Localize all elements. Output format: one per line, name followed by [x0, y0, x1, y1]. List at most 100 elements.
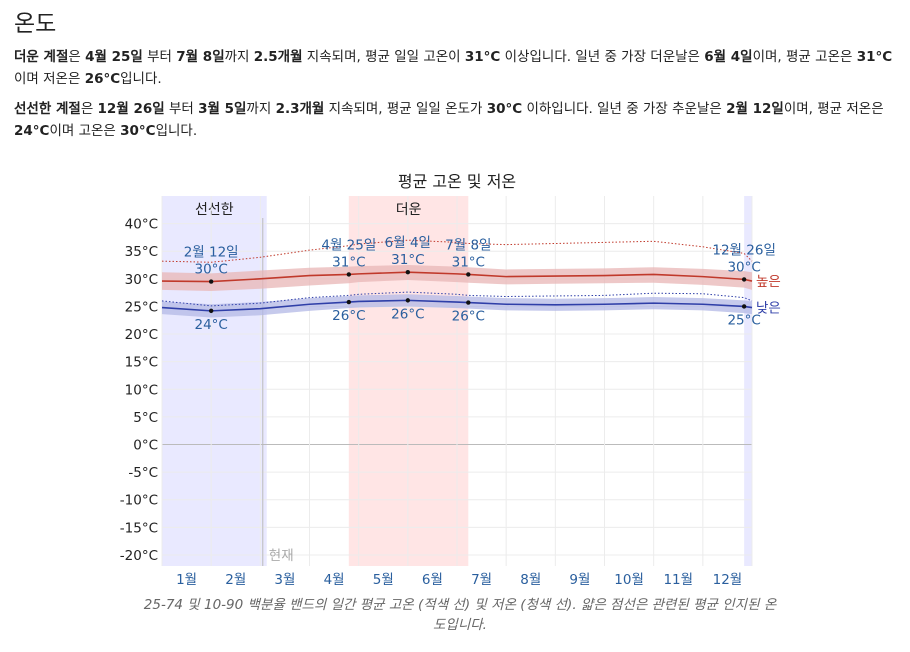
- season-label: 더운: [396, 202, 422, 218]
- y-tick-label: 40°C: [125, 217, 158, 233]
- x-tick-label: 6월: [422, 572, 443, 588]
- x-tick-label: 7월: [471, 572, 492, 588]
- paragraph-run: 부터: [142, 49, 177, 65]
- paragraph-run: 지속되며, 평균 일일 고온이: [302, 49, 465, 65]
- annotation-point: [208, 308, 214, 314]
- paragraph-run: 이며, 평균 저온은: [783, 101, 884, 117]
- paragraph-run: 2월 12일: [726, 101, 784, 117]
- annotation-low-label: 24°C: [194, 317, 227, 333]
- paragraph-run: 7월 8일: [176, 49, 225, 65]
- current-marker-label: 현재: [269, 548, 294, 564]
- annotation-low-label: 26°C: [391, 306, 424, 322]
- x-tick-label: 4월: [324, 572, 345, 588]
- y-tick-label: 10°C: [125, 382, 158, 398]
- annotation-high-label: 30°C: [194, 262, 227, 278]
- y-tick-label: 15°C: [125, 355, 158, 371]
- perceived-temperature-line: [161, 239, 753, 263]
- x-tick-label: 12월: [713, 572, 743, 588]
- paragraph-run: 부터: [164, 101, 199, 117]
- chart-title: 평균 고온 및 저온: [398, 172, 516, 191]
- y-tick-label: -10°C: [120, 493, 158, 509]
- paragraph-run: 이며 고온은: [49, 123, 121, 139]
- x-tick-label: 9월: [569, 572, 590, 588]
- annotation-high-label: 31°C: [452, 254, 485, 270]
- y-tick-label: 30°C: [125, 272, 158, 288]
- paragraph-run: 지속되며, 평균 일일 온도가: [324, 101, 487, 117]
- x-tick-label: 1월: [176, 572, 197, 588]
- cool-season-paragraph: 선선한 계절은 12월 26일 부터 3월 5일까지 2.3개월 지속되며, 평…: [14, 98, 896, 142]
- annotation-date: 2월 12일: [184, 245, 239, 261]
- annotation-date: 4월 25일: [321, 237, 376, 253]
- paragraph-run: 30°C: [486, 101, 523, 117]
- paragraph-run: 4월 25일: [85, 49, 143, 65]
- paragraph-run: 이상입니다. 일년 중 가장 더운날은: [500, 49, 705, 65]
- paragraph-run: 은: [68, 49, 86, 65]
- annotation-point: [741, 304, 747, 309]
- x-tick-label: 2월: [225, 572, 246, 588]
- paragraph-run: 이하입니다. 일년 중 가장 추운날은: [522, 101, 727, 117]
- annotation-point: [405, 298, 411, 303]
- y-tick-label: 25°C: [125, 299, 158, 315]
- x-tick-label: 10월: [614, 572, 644, 588]
- paragraph-run: 까지: [224, 49, 254, 65]
- paragraph-run: 이며 저온은: [14, 71, 85, 87]
- paragraph-run: 2.5개월: [253, 49, 303, 65]
- annotation-low-label: 26°C: [452, 309, 485, 325]
- paragraph-run: 까지: [246, 101, 276, 117]
- paragraph-run: 선선한 계절: [14, 101, 81, 117]
- x-tick-label: 11월: [663, 572, 693, 588]
- annotation-point: [405, 270, 411, 275]
- annotation-point: [208, 279, 214, 284]
- paragraph-run: 입니다.: [120, 71, 162, 87]
- season-band: [162, 196, 267, 566]
- annotation-date: 12월 26일: [712, 242, 776, 258]
- series-label: 낮은: [756, 301, 781, 317]
- paragraph-run: 3월 5일: [198, 101, 247, 117]
- annotation-low-label: 25°C: [727, 312, 760, 328]
- season-label: 선선한: [195, 202, 234, 218]
- annotation-point: [741, 277, 747, 282]
- annotation-point: [346, 299, 352, 305]
- annotation-low-label: 26°C: [332, 308, 365, 324]
- paragraph-run: 31°C: [856, 49, 893, 65]
- x-tick-label: 5월: [373, 572, 394, 588]
- paragraph-run: 2.3개월: [275, 101, 325, 117]
- paragraph-run: 26°C: [84, 71, 121, 87]
- annotation-point: [466, 300, 471, 305]
- annotation-high-label: 31°C: [391, 252, 424, 268]
- paragraph-run: 은: [80, 101, 98, 117]
- annotation-date: 7월 8일: [445, 237, 491, 253]
- average-temperature-line: [161, 271, 753, 283]
- x-tick-label: 3월: [274, 572, 295, 588]
- season-band: [744, 196, 752, 566]
- paragraph-run: 12월 26일: [97, 101, 165, 117]
- season-band: [348, 196, 469, 566]
- y-tick-label: 20°C: [125, 327, 158, 343]
- paragraph-run: 31°C: [464, 49, 501, 65]
- y-tick-label: -15°C: [120, 520, 158, 536]
- temperature-chart: 선선한 더운 40°C 35°C 30°C 25°C 20°C 15°C 10°C 5°C 0°C -…: [120, 172, 781, 588]
- percentile-band: [162, 294, 752, 318]
- annotation-point: [466, 272, 471, 277]
- annotation-date: 6월 4일: [385, 235, 431, 251]
- y-tick-label: -20°C: [120, 548, 158, 564]
- series-label: 높은: [756, 274, 781, 290]
- paragraph-run: 이며, 평균 고온은: [752, 49, 857, 65]
- paragraph-run: 입니다.: [155, 123, 198, 139]
- y-tick-label: -5°C: [128, 465, 158, 481]
- x-tick-label: 8월: [520, 572, 541, 588]
- annotation-point: [346, 272, 352, 277]
- y-tick-label: 5°C: [133, 410, 158, 426]
- average-temperature-line: [161, 299, 753, 312]
- chart-caption: 25-74 및 10-90 백분율 밴드의 일간 평균 고온 (적색 선) 및 …: [143, 597, 777, 633]
- y-tick-label: 0°C: [133, 438, 158, 454]
- paragraph-run: 24°C: [14, 123, 50, 139]
- section-title: 온도: [14, 11, 57, 37]
- annotation-high-label: 31°C: [332, 254, 365, 270]
- paragraph-run: 30°C: [120, 123, 156, 139]
- y-tick-label: 35°C: [125, 244, 158, 260]
- paragraph-run: 6월 4일: [704, 49, 753, 65]
- perceived-temperature-line: [161, 291, 753, 307]
- percentile-band: [162, 265, 752, 291]
- hot-season-paragraph: 더운 계절은 4월 25일 부터 7월 8일까지 2.5개월 지속되며, 평균 …: [14, 46, 896, 90]
